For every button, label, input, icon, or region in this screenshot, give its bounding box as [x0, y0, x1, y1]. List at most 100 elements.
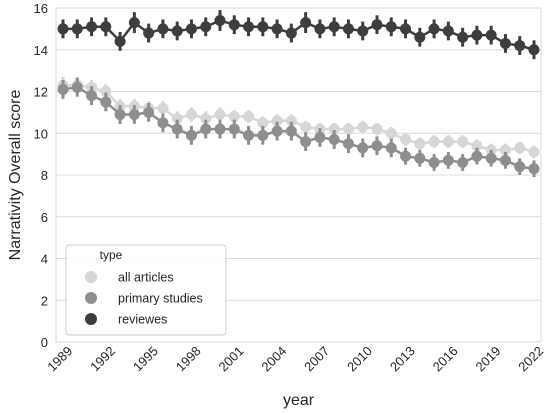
x-tick-label: 1989	[44, 343, 75, 374]
data-point	[171, 113, 183, 125]
data-point	[457, 31, 469, 43]
data-point	[342, 123, 354, 135]
data-point	[271, 115, 283, 127]
data-point	[371, 19, 383, 31]
data-point	[328, 134, 340, 146]
data-point	[57, 83, 69, 95]
data-point	[100, 21, 112, 33]
data-point	[271, 23, 283, 35]
data-point	[86, 90, 98, 102]
data-point	[157, 102, 169, 114]
data-point	[214, 123, 226, 135]
data-point	[499, 144, 511, 156]
data-point	[285, 115, 297, 127]
data-point	[385, 127, 397, 139]
data-point	[257, 129, 269, 141]
data-point	[128, 17, 140, 29]
legend-marker	[85, 292, 97, 304]
series-line	[62, 86, 535, 170]
data-point	[157, 23, 169, 35]
data-point	[514, 161, 526, 173]
data-point	[357, 142, 369, 154]
data-point	[400, 134, 412, 146]
data-point	[342, 23, 354, 35]
data-point	[285, 27, 297, 39]
data-point	[100, 86, 112, 97]
data-point	[214, 108, 226, 120]
y-axis-label: Narrativity Overall score	[7, 90, 24, 261]
data-point	[471, 29, 483, 41]
data-point	[228, 19, 240, 31]
data-point	[514, 40, 526, 52]
x-tick-label: 2022	[515, 343, 546, 374]
data-point	[528, 146, 540, 158]
data-point	[414, 138, 426, 150]
data-point	[243, 129, 255, 141]
data-point	[200, 123, 212, 135]
data-point	[314, 23, 326, 35]
legend-label: reviewes	[118, 313, 167, 327]
data-point	[357, 25, 369, 37]
legend-marker	[85, 271, 97, 283]
data-point	[428, 136, 440, 148]
data-point	[243, 21, 255, 33]
data-point	[385, 21, 397, 33]
data-point	[528, 163, 540, 175]
data-point	[414, 31, 426, 43]
data-point	[128, 108, 140, 120]
data-point	[86, 21, 98, 33]
data-point	[485, 152, 497, 164]
data-point	[314, 131, 326, 143]
legend-label: all articles	[118, 271, 174, 285]
x-axis-label: year	[283, 392, 315, 409]
data-point	[471, 140, 483, 152]
data-point	[457, 156, 469, 168]
data-point	[428, 156, 440, 168]
x-tick-label: 2001	[216, 343, 247, 374]
data-point	[400, 150, 412, 162]
data-point	[457, 136, 469, 148]
y-tick-label: 10	[34, 126, 48, 141]
x-tick-label: 2007	[301, 343, 332, 374]
data-point	[257, 21, 269, 33]
data-point	[114, 35, 126, 47]
data-point	[528, 44, 540, 56]
data-point	[371, 123, 383, 135]
x-tick-label: 1995	[130, 343, 161, 374]
legend-box	[65, 244, 227, 336]
series-line	[63, 83, 535, 154]
x-tick-label: 2013	[387, 343, 418, 374]
y-tick-label: 16	[34, 1, 48, 16]
data-point	[200, 21, 212, 33]
data-point	[400, 23, 412, 35]
legend: type all articles primary studies reviewes	[65, 244, 227, 336]
x-tick-label: 1992	[87, 343, 118, 374]
data-point	[143, 106, 155, 118]
x-tick-label: 2016	[430, 343, 461, 374]
data-point	[357, 121, 369, 133]
x-tick-label: 1998	[173, 343, 204, 374]
data-point	[442, 136, 454, 148]
x-tick-labels: 1989 1992 1995 1998 2001 2004 2007 2010 2013 2016…	[44, 343, 546, 374]
series-layer	[57, 10, 540, 178]
data-point	[171, 123, 183, 135]
data-point	[300, 136, 312, 148]
data-point	[185, 129, 197, 141]
data-point	[385, 142, 397, 154]
data-point	[171, 25, 183, 37]
data-point	[300, 121, 312, 133]
data-point	[514, 142, 526, 154]
data-point	[57, 23, 69, 35]
y-tick-label: 14	[34, 43, 48, 58]
data-point	[185, 23, 197, 35]
x-tick-label: 2004	[258, 343, 289, 374]
data-point	[342, 138, 354, 150]
data-point	[442, 154, 454, 166]
data-point	[442, 25, 454, 37]
data-point	[328, 123, 340, 135]
y-tick-label: 6	[41, 210, 48, 225]
x-tick-label: 2019	[472, 343, 503, 374]
data-point	[143, 27, 155, 39]
y-tick-label: 4	[41, 252, 48, 267]
